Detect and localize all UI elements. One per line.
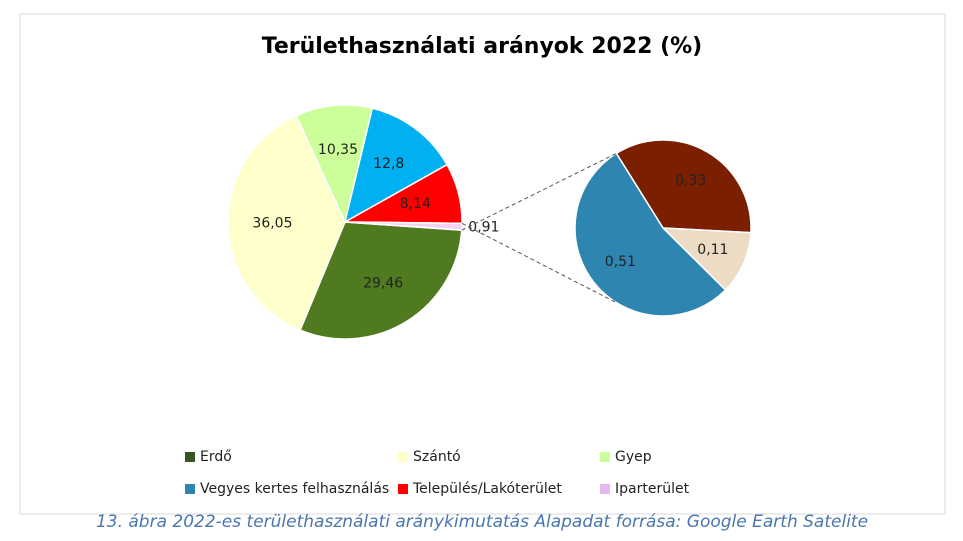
legend-swatch	[185, 452, 195, 462]
legend-label: Vegyes kertes felhasználás	[200, 481, 389, 497]
data-label: 0,51	[605, 254, 636, 270]
pie-slice	[227, 114, 346, 332]
chart-title: Területhasználati arányok 2022 (%)	[262, 34, 703, 59]
data-label: 8,14	[400, 196, 431, 212]
data-label: 10,35	[318, 142, 358, 158]
legend-label: Szántó	[413, 449, 461, 465]
data-label: 0,91	[468, 220, 499, 236]
legend-label: Gyep	[615, 449, 652, 465]
legend-label: Iparterület	[615, 481, 690, 497]
legend-swatch	[398, 484, 408, 494]
pie-slice	[299, 221, 463, 340]
connector-line	[461, 152, 617, 231]
legend-swatch	[185, 484, 195, 494]
data-label: 36,05	[252, 215, 292, 231]
pie-slice	[574, 152, 727, 317]
legend-swatch	[600, 484, 610, 494]
legend-swatch	[398, 452, 408, 462]
chart-frame	[19, 13, 946, 515]
pie-slice	[661, 227, 752, 291]
data-label: 0,33	[675, 173, 706, 189]
pie-slice	[343, 107, 449, 224]
pie-slice	[295, 104, 374, 225]
legend-label: Erdő	[200, 449, 232, 465]
data-label: 0,11	[697, 242, 728, 258]
legend-label: Település/Lakóterület	[412, 481, 562, 497]
data-label: 12,8	[373, 156, 404, 172]
connector-line	[461, 222, 617, 304]
legend-swatch	[600, 452, 610, 462]
data-label: 29,46	[363, 276, 403, 292]
caption: 13. ábra 2022-es területhasználati arány…	[96, 512, 868, 532]
pie-slice	[615, 139, 752, 234]
